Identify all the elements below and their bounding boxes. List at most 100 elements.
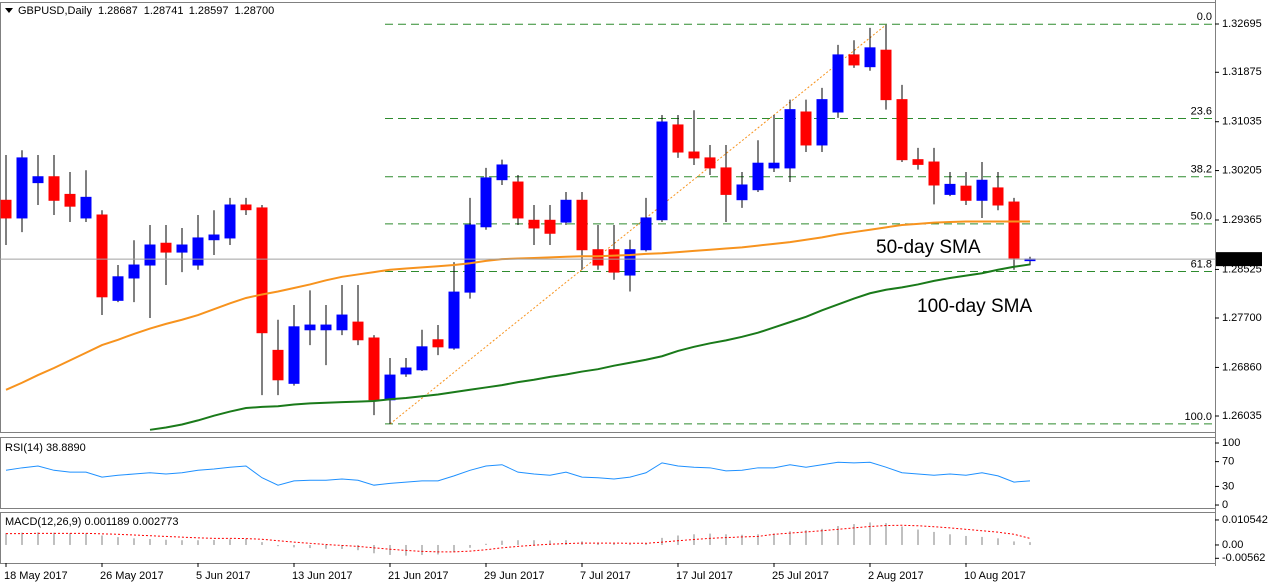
macd-bar [325,544,327,549]
macd-bar [853,524,855,545]
y-tick-label: -0.00562 [1222,552,1265,564]
candle-body [400,367,412,375]
macd-bar [725,534,727,545]
macd-bar [5,533,7,545]
candle-body [448,291,460,349]
macd-signal [6,524,1031,553]
y-tick-label: 0.00 [1222,539,1243,551]
macd-bar [1013,541,1015,545]
candle-body [480,177,492,228]
fib-label: 0.0 [1197,11,1212,23]
candle-body [256,207,268,334]
candle-body [624,249,636,276]
candle-body [288,326,300,384]
macd-bar [149,539,151,545]
candle-body [752,162,764,191]
macd-bar [389,544,391,555]
macd-bar [37,532,39,545]
ohlc-value: 1.28597 [189,5,229,17]
candle-body [864,47,876,68]
fib-label: 38.2 [1191,164,1212,176]
x-tick-label: 29 Jun 2017 [484,570,545,582]
candle-body [48,176,60,201]
candle-body [816,99,828,146]
candle-body [496,164,508,181]
macd-bar [293,544,295,548]
candle-body [352,321,364,341]
indicator-title: RSI(14) 38.8890 [5,442,86,454]
y-tick-label: 1.31035 [1222,116,1262,128]
macd-bar [181,540,183,545]
candle-body [160,242,172,253]
sma-annotation: 100-day SMA [917,296,1032,317]
macd-bar [629,544,631,545]
fib-label: 23.6 [1191,105,1212,117]
macd-bar [549,540,551,545]
candle-body [992,187,1004,206]
candle-body [384,374,396,401]
candle-body [16,157,28,219]
macd-bar [245,538,247,545]
macd-bar [341,544,343,550]
macd-bar [117,537,119,545]
candle-body [976,179,988,201]
candle-body [416,346,428,371]
sma-line [149,263,1031,431]
macd-bar [565,540,567,545]
y-tick-label: 1.30205 [1222,164,1262,176]
macd-bar [85,533,87,545]
y-tick-label: 70 [1222,456,1234,468]
candle-body [560,199,572,223]
candle-body [0,199,12,219]
macd-bar [165,539,167,545]
candle-body [176,244,188,253]
candle-body [880,49,892,101]
macd-bar [533,540,535,545]
y-tick-label: 1.31875 [1222,66,1262,78]
candle-body [240,204,252,211]
macd-bar [597,542,599,545]
x-tick-label: 17 Jul 2017 [676,570,733,582]
macd-bar [485,543,487,545]
candle-body [96,214,108,298]
macd-bar [421,544,423,555]
y-tick-label: 100 [1222,437,1240,449]
macd-bar [789,531,791,545]
x-tick-label: 10 Aug 2017 [964,570,1026,582]
candle-body [848,54,860,66]
macd-bar [229,539,231,545]
candle-body [896,99,908,161]
candle-body [688,151,700,159]
y-tick-label: 1.32695 [1222,18,1262,30]
macd-bar [613,543,615,545]
macd-bar [965,535,967,545]
x-tick-label: 2 Aug 2017 [868,570,924,582]
macd-bar [309,544,311,549]
candle-body [64,193,76,207]
macd-bar [949,534,951,545]
macd-bar [277,544,279,547]
candle-body [656,121,668,221]
candle-body [832,54,844,113]
candle-body [928,161,940,186]
macd-bar [69,533,71,545]
macd-bar [757,534,759,545]
fib-label: 100.0 [1184,411,1212,423]
candle-body [944,183,956,195]
macd-bar [773,533,775,545]
candle-body [208,234,220,241]
menu-triangle [5,8,13,13]
candle-body [512,181,524,219]
x-tick-label: 21 Jun 2017 [388,570,449,582]
candle-body [304,324,316,331]
macd-bar [933,531,935,545]
macd-bar [469,544,471,548]
candle-body [640,217,652,251]
sma-annotation: 50-day SMA [876,237,981,258]
macd-bar [1029,542,1031,545]
candle-body [576,199,588,251]
fib-label: 50.0 [1191,211,1212,223]
x-tick-label: 25 Jul 2017 [772,570,829,582]
candle-body [112,276,124,301]
ohlc-value: 1.28700 [234,5,274,17]
